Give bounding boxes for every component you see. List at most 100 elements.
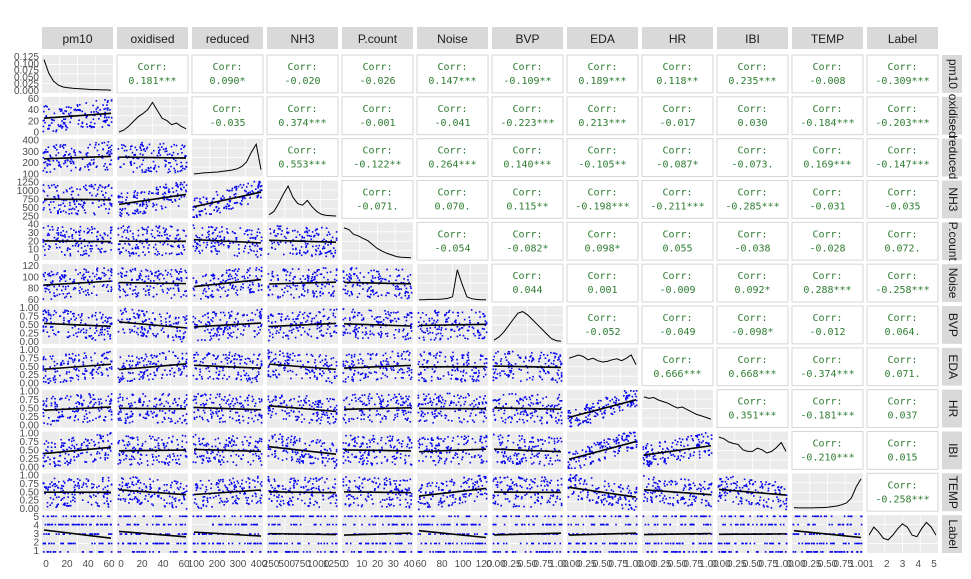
point — [304, 252, 307, 254]
point — [52, 329, 54, 331]
point — [298, 354, 301, 356]
point — [374, 277, 377, 279]
point — [81, 254, 84, 257]
point — [359, 353, 361, 356]
point — [48, 160, 51, 162]
point — [275, 369, 277, 371]
point — [249, 360, 252, 363]
point — [206, 354, 208, 357]
point — [342, 380, 345, 383]
point — [104, 250, 107, 253]
point — [456, 378, 459, 381]
point — [270, 246, 273, 249]
point — [144, 395, 147, 398]
point — [436, 312, 439, 314]
point — [240, 402, 243, 405]
point — [260, 185, 263, 187]
point — [48, 124, 50, 127]
point — [210, 329, 213, 331]
point — [371, 332, 374, 335]
point — [407, 291, 409, 294]
point — [43, 161, 45, 164]
point — [267, 320, 270, 322]
point — [482, 313, 485, 315]
point — [95, 244, 98, 247]
point — [78, 203, 80, 205]
point — [456, 358, 458, 361]
point — [281, 395, 283, 398]
point — [240, 405, 243, 408]
point — [82, 207, 84, 209]
point — [79, 203, 82, 206]
row-strip-8 — [942, 389, 962, 428]
point — [181, 340, 183, 343]
point — [64, 236, 66, 238]
fit-line-5-0 — [43, 280, 112, 286]
point — [482, 375, 485, 378]
point — [544, 362, 547, 365]
point — [43, 151, 46, 154]
point — [81, 404, 84, 406]
point — [138, 373, 140, 376]
point — [460, 379, 462, 381]
point — [85, 269, 87, 271]
point — [60, 125, 62, 128]
point — [508, 362, 511, 365]
point — [120, 215, 122, 217]
point — [523, 360, 525, 363]
point — [136, 356, 138, 359]
point — [551, 377, 554, 379]
point — [146, 285, 148, 287]
point — [196, 326, 198, 329]
point — [312, 245, 314, 248]
point — [435, 333, 438, 336]
point — [274, 373, 276, 376]
point — [306, 353, 308, 356]
point — [200, 339, 203, 341]
point — [75, 231, 77, 234]
point — [283, 367, 285, 369]
point — [211, 290, 214, 292]
point — [260, 398, 263, 401]
point — [410, 312, 413, 314]
corr-label-5-9: Corr: — [737, 271, 767, 282]
point — [271, 360, 274, 362]
point — [485, 362, 488, 364]
point — [312, 295, 315, 298]
point — [357, 337, 359, 340]
point — [385, 313, 387, 315]
col-strip-1 — [117, 27, 188, 49]
point — [354, 326, 356, 329]
point — [179, 338, 182, 340]
point — [282, 336, 284, 339]
point — [417, 373, 420, 376]
point — [176, 278, 178, 281]
point — [208, 331, 211, 334]
point — [319, 290, 322, 293]
point — [181, 357, 184, 359]
point — [224, 290, 227, 293]
point — [157, 360, 160, 363]
point — [304, 278, 307, 280]
point — [232, 207, 234, 209]
point — [483, 362, 486, 365]
corr-panel-2-7 — [566, 138, 639, 178]
row-strip-4 — [942, 222, 962, 261]
point — [398, 369, 401, 371]
point — [370, 309, 372, 312]
point — [101, 373, 104, 375]
point — [168, 153, 171, 155]
point — [148, 325, 151, 328]
point — [238, 268, 240, 270]
point — [52, 355, 54, 357]
point — [46, 234, 49, 237]
point — [129, 406, 131, 408]
point — [142, 148, 145, 151]
point — [403, 316, 406, 318]
point — [342, 360, 345, 363]
point — [242, 324, 245, 327]
point — [394, 317, 396, 320]
fit-line-5-3 — [268, 281, 337, 285]
point — [72, 162, 75, 165]
point — [58, 161, 60, 164]
